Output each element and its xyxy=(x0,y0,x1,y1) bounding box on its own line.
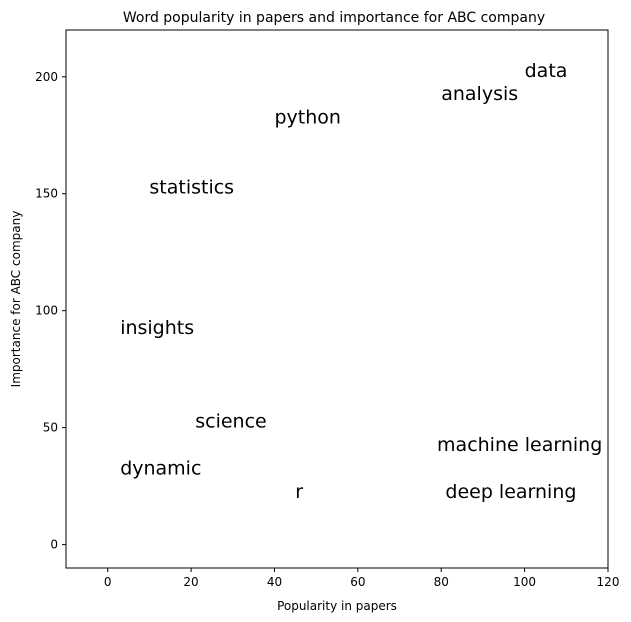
x-tick-label: 80 xyxy=(434,575,449,589)
word-label: dynamic xyxy=(120,457,201,479)
x-tick-label: 100 xyxy=(513,575,536,589)
word-label: analysis xyxy=(441,83,518,105)
y-tick-label: 100 xyxy=(35,304,58,318)
word-labels: data analysis python statistics insights scie… xyxy=(120,60,602,503)
x-tick-label: 120 xyxy=(597,575,620,589)
x-axis-label: Popularity in papers xyxy=(277,599,397,613)
word-label: machine learning xyxy=(437,434,602,456)
word-label: r xyxy=(295,481,303,503)
y-axis: 0 50 100 150 200 xyxy=(35,70,66,552)
y-tick-label: 200 xyxy=(35,70,58,84)
word-label: data xyxy=(525,60,568,82)
word-label: science xyxy=(195,411,267,433)
word-label: statistics xyxy=(149,177,234,199)
word-label: deep learning xyxy=(445,481,576,503)
x-tick-label: 20 xyxy=(183,575,198,589)
y-axis-label: Importance for ABC company xyxy=(9,211,23,388)
x-tick-label: 0 xyxy=(104,575,112,589)
y-tick-label: 150 xyxy=(35,187,58,201)
chart-title: Word popularity in papers and importance… xyxy=(123,10,545,26)
x-axis: 0 20 40 60 80 100 120 xyxy=(104,568,620,589)
plot-area xyxy=(65,29,609,569)
x-tick-label: 60 xyxy=(350,575,365,589)
word-label: python xyxy=(274,107,340,129)
y-tick-label: 0 xyxy=(50,538,58,552)
x-tick-label: 40 xyxy=(267,575,282,589)
word-label: insights xyxy=(120,317,194,339)
y-tick-label: 50 xyxy=(43,421,58,435)
